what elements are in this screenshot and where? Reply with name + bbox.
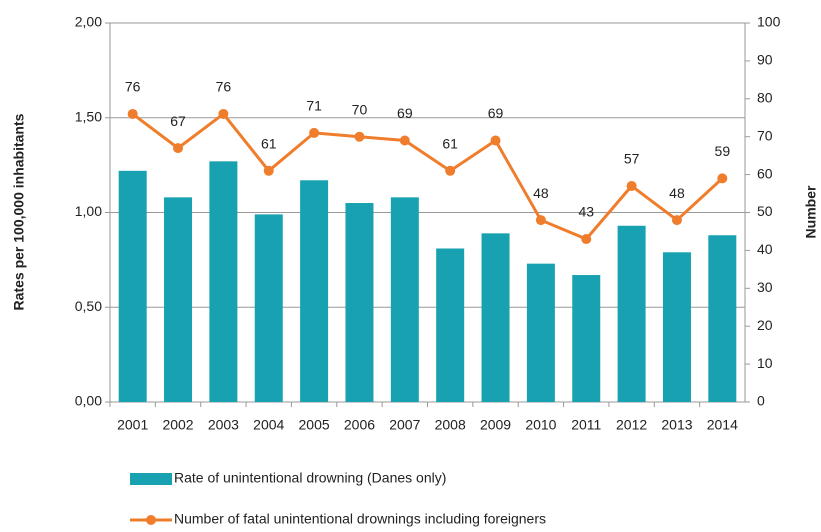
marker [127,108,138,119]
y2-tick-label: 10 [757,355,773,371]
marker [173,143,184,154]
y2-tick-label: 90 [757,52,773,68]
legend-marker [146,515,156,525]
marker [671,215,682,226]
x-tick-label: 2001 [117,417,148,433]
y2-tick-label: 60 [757,165,773,181]
marker [535,215,546,226]
marker [490,135,501,146]
bar [254,214,283,402]
data-label: 59 [715,143,731,159]
bar [345,203,374,402]
marker [581,234,592,245]
data-label: 69 [397,105,413,121]
data-label: 71 [306,98,322,114]
y2-tick-label: 20 [757,317,773,333]
y2-tick-label: 0 [757,393,765,409]
x-tick-label: 2003 [208,417,239,433]
data-label: 48 [669,185,685,201]
data-label: 76 [125,79,141,95]
legend-label: Number of fatal unintentional drownings … [174,511,546,527]
bar [526,263,555,402]
x-tick-label: 2012 [616,417,647,433]
y-axis-label: Rates per 100,000 inhabitants [11,113,27,310]
bar [481,233,510,402]
bar [300,180,329,402]
x-tick-label: 2011 [571,417,601,433]
data-label: 43 [578,204,594,220]
y2-tick-label: 100 [757,14,781,30]
data-label: 67 [170,113,186,129]
marker [354,131,365,142]
bar [708,235,737,402]
data-label: 61 [442,136,458,152]
bar [617,225,646,402]
y2-tick-label: 70 [757,127,773,143]
x-tick-label: 2014 [707,417,738,433]
data-label: 70 [352,101,368,117]
line [131,111,724,241]
y-tick-label: 0,00 [75,393,102,409]
bar [572,275,601,402]
marker [717,173,728,184]
data-label: 57 [624,151,640,167]
marker [218,108,229,119]
legend-label: Rate of unintentional drowning (Danes on… [174,470,446,486]
x-tick-label: 2009 [480,417,511,433]
y-tick-label: 1,50 [75,108,102,124]
data-label: 48 [533,185,549,201]
bar [662,252,691,402]
y2-axis-label: Number [803,185,819,238]
marker [263,165,274,176]
x-tick-label: 2013 [661,417,692,433]
marker [445,165,456,176]
x-tick-label: 2002 [162,417,193,433]
marker [626,180,637,191]
y2-tick-label: 30 [757,279,773,295]
bar [164,197,193,402]
y2-tick-label: 40 [757,241,773,257]
data-label: 69 [488,105,504,121]
legend-swatch [130,473,172,485]
y-tick-label: 1,00 [75,203,102,219]
y-tick-label: 0,50 [75,298,102,314]
marker [399,135,410,146]
bar [436,248,465,402]
y2-tick-label: 80 [757,90,773,106]
y2-tick-label: 50 [757,203,773,219]
bar [209,161,238,402]
data-label: 61 [261,136,277,152]
x-tick-label: 2008 [435,417,466,433]
marker [309,127,320,138]
x-tick-label: 2006 [344,417,375,433]
bar [390,197,419,402]
x-tick-label: 2004 [253,417,284,433]
bar [118,170,147,402]
x-tick-label: 2007 [389,417,420,433]
data-label: 76 [216,79,232,95]
x-tick-label: 2005 [299,417,330,433]
x-tick-label: 2010 [525,417,556,433]
y-tick-label: 2,00 [75,14,102,30]
